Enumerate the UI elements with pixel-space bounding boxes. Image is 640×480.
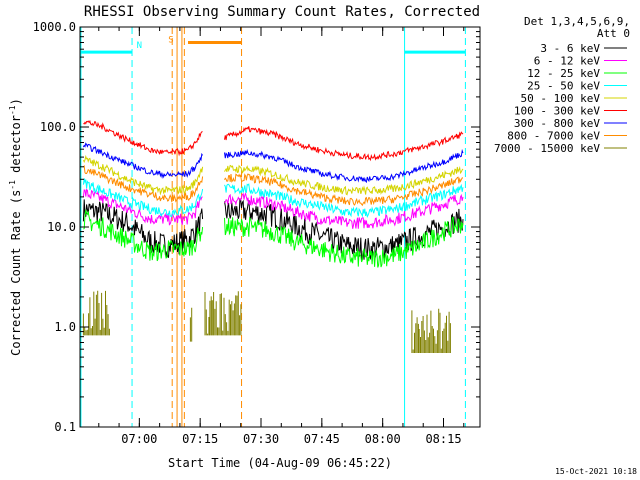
series-line-2 <box>83 208 464 268</box>
legend-label-5: 100 - 300 keV <box>514 105 600 118</box>
y-axis-label-main: Corrected Count Rate (s <box>9 190 23 356</box>
legend-label-0: 3 - 6 keV <box>540 42 600 55</box>
y-tick-label-0: 1000.0 <box>33 20 76 34</box>
legend-label-3: 25 - 50 keV <box>527 80 600 93</box>
legend-label-6: 300 - 800 keV <box>514 117 600 130</box>
y-axis-label-sup1: -1 <box>8 180 17 190</box>
y-tick-label-4: 0.1 <box>54 420 76 434</box>
x-axis-ticks: 07:00 07:15 07:30 07:45 08:00 08:15 <box>98 27 465 446</box>
x-axis-label: Start Time (04-Aug-09 06:45:22) <box>168 456 392 470</box>
x-tick-label-5: 08:15 <box>425 432 461 446</box>
series-line-1 <box>82 188 464 229</box>
annotations: NS <box>137 35 174 50</box>
y-axis-label-mid: detector <box>9 115 23 180</box>
legend-label-7: 800 - 7000 keV <box>507 130 600 143</box>
x-tick-label-3: 07:45 <box>304 432 340 446</box>
interval-bars <box>80 40 466 54</box>
series-line-7 <box>83 164 463 207</box>
generation-timestamp: 15-Oct-2021 10:18 <box>555 467 637 476</box>
series-line-8 <box>82 290 451 353</box>
y-tick-label-1: 100.0 <box>40 120 76 134</box>
series-line-5 <box>83 119 464 162</box>
annotation-0: N <box>137 41 142 51</box>
series-line-0 <box>82 198 464 261</box>
y-axis-label-sup2: -1 <box>8 105 17 115</box>
legend-label-2: 12 - 25 keV <box>527 67 600 80</box>
legend-label-1: 6 - 12 keV <box>534 55 601 68</box>
x-tick-label-0: 07:00 <box>121 432 157 446</box>
chart-title: RHESSI Observing Summary Count Rates, Co… <box>84 4 480 20</box>
y-axis-ticks: 1000.0 100.0 10.0 1.0 0.1 <box>33 20 480 434</box>
legend-label-4: 50 - 100 keV <box>521 92 601 105</box>
series-line-4 <box>82 154 464 196</box>
legend-header-line1: Det 1,3,4,5,6,9, <box>524 15 630 28</box>
marker-lines <box>80 27 466 427</box>
annotation-1: S <box>168 35 173 45</box>
series-line-3 <box>82 178 464 219</box>
x-tick-label-2: 07:30 <box>243 432 279 446</box>
series-line-6 <box>82 142 464 184</box>
y-axis-label: Corrected Count Rate (s-1 detector-1) <box>8 98 23 356</box>
y-tick-label-3: 1.0 <box>54 320 76 334</box>
y-tick-label-2: 10.0 <box>47 220 76 234</box>
series-lines <box>82 119 464 353</box>
legend-label-8: 7000 - 15000 keV <box>494 142 600 155</box>
x-tick-label-4: 08:00 <box>365 432 401 446</box>
x-tick-label-1: 07:15 <box>182 432 218 446</box>
legend-header-line2: Att 0 <box>597 27 630 40</box>
y-axis-label-end: ) <box>9 98 23 105</box>
